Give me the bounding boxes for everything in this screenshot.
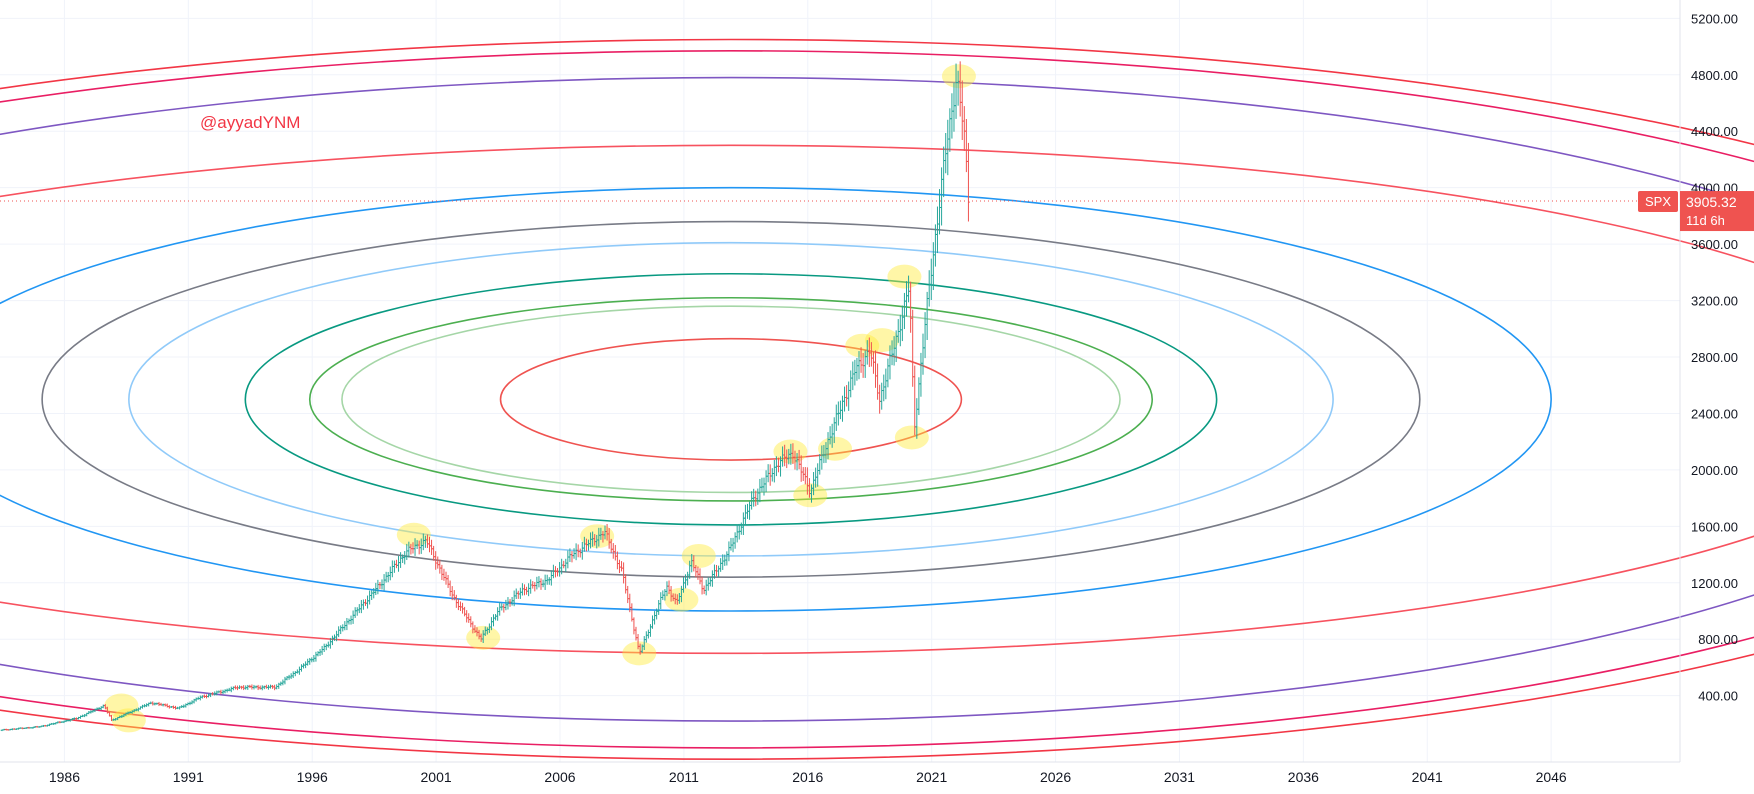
x-tick-label: 2026 xyxy=(1040,769,1071,785)
symbol-badge xyxy=(1638,191,1678,213)
y-tick-label: 4800.00 xyxy=(1691,68,1738,83)
y-tick-label: 4400.00 xyxy=(1691,124,1738,139)
x-tick-label: 2036 xyxy=(1288,769,1319,785)
x-tick-label: 2021 xyxy=(916,769,947,785)
fib-ellipse-9[interactable] xyxy=(0,76,1754,722)
x-tick-label: 2011 xyxy=(669,769,699,785)
symbol-label: SPX xyxy=(1645,194,1671,209)
x-tick-label: 2031 xyxy=(1164,769,1195,785)
y-tick-label: 3600.00 xyxy=(1691,237,1738,252)
fib-ellipse-2[interactable] xyxy=(341,305,1121,494)
fib-ellipse-8[interactable] xyxy=(0,144,1754,655)
last-price-value: 3905.32 xyxy=(1686,194,1737,210)
x-tick-label: 2046 xyxy=(1536,769,1567,785)
watermark: @ayyadYNM xyxy=(200,113,300,132)
pivot-highlight xyxy=(622,641,657,666)
last-price-label: SPX 3905.32 11d 6h xyxy=(1638,191,1754,232)
grid xyxy=(0,0,1680,762)
y-tick-label: 2000.00 xyxy=(1691,463,1738,478)
price-axis[interactable]: 400.00 800.00 1200.00 1600.00 2000.00 2400.00… xyxy=(1679,0,1738,762)
x-tick-label: 1986 xyxy=(49,769,80,785)
fibonacci-ellipses xyxy=(0,38,1754,760)
pivot-highlight xyxy=(845,333,880,358)
fib-ellipse-11[interactable] xyxy=(0,38,1754,760)
pivot-highlight xyxy=(793,483,828,508)
fib-ellipse-7[interactable] xyxy=(0,186,1552,612)
candlestick-series xyxy=(0,61,970,732)
fib-ellipse-6[interactable] xyxy=(41,220,1421,578)
price-badge xyxy=(1680,191,1754,232)
y-tick-label: 5200.00 xyxy=(1691,11,1738,26)
pivot-highlights xyxy=(104,64,976,733)
bar-countdown: 11d 6h xyxy=(1686,213,1725,228)
pivot-highlight xyxy=(396,522,431,547)
y-tick-label: 800.00 xyxy=(1698,632,1738,647)
y-tick-label: 2400.00 xyxy=(1691,406,1738,421)
x-tick-label: 1991 xyxy=(173,769,204,785)
y-tick-label: 400.00 xyxy=(1698,689,1738,704)
x-tick-label: 1996 xyxy=(297,769,328,785)
x-tick-label: 2001 xyxy=(421,769,452,785)
y-tick-label: 1600.00 xyxy=(1691,519,1738,534)
x-tick-label: 2041 xyxy=(1412,769,1443,785)
time-axis[interactable]: 1986 1991 1996 2001 2006 2011 2016 2021 2026 2031… xyxy=(0,761,1680,785)
y-tick-label: 1200.00 xyxy=(1691,576,1738,591)
y-tick-label: 2800.00 xyxy=(1691,350,1738,365)
pivot-highlight xyxy=(941,64,976,89)
pivot-highlight xyxy=(894,425,929,450)
x-tick-label: 2006 xyxy=(544,769,575,785)
fib-ellipse-4[interactable] xyxy=(244,272,1218,526)
fib-ellipse-3[interactable] xyxy=(308,296,1154,502)
fib-ellipse-1[interactable] xyxy=(499,337,963,461)
fib-ellipse-5[interactable] xyxy=(128,241,1334,557)
y-tick-label: 3200.00 xyxy=(1691,294,1738,309)
pivot-highlight xyxy=(818,436,853,461)
pivot-highlight xyxy=(681,543,716,568)
pivot-highlight xyxy=(887,264,922,289)
fib-ellipse-10[interactable] xyxy=(0,50,1754,749)
pivot-highlight xyxy=(111,708,146,733)
x-tick-label: 2016 xyxy=(792,769,823,785)
pivot-highlight xyxy=(865,328,900,353)
